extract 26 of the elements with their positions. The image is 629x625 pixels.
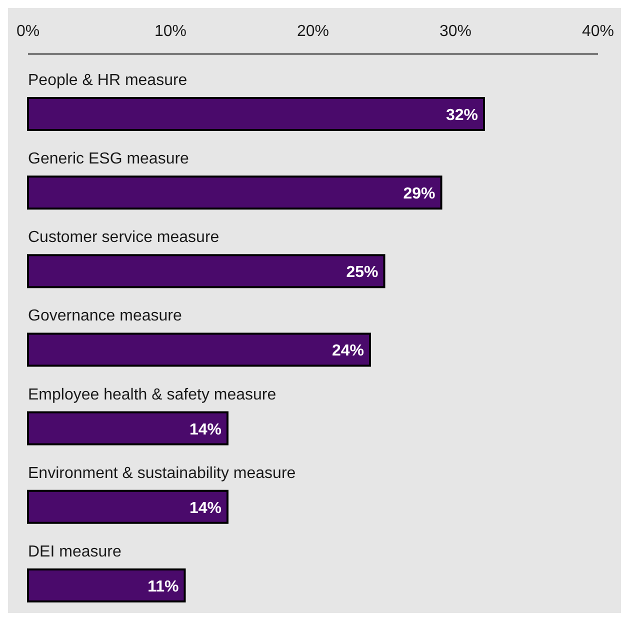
bar <box>27 490 228 524</box>
data-label: 24% <box>332 342 364 360</box>
x-tick-label: 20% <box>296 23 330 40</box>
data-label: 14% <box>189 500 222 517</box>
data-label: 25% <box>346 264 378 282</box>
y-tick-label: DEI measure <box>28 543 122 560</box>
x-tick-label: 30% <box>439 23 472 40</box>
y-tick-label: Governance measure <box>28 308 182 325</box>
data-label: 29% <box>403 186 436 203</box>
data-label: 11% <box>148 578 179 596</box>
bar <box>27 97 485 131</box>
y-tick-label: Environment & sustainability measure <box>28 464 296 482</box>
y-tick-label: Employee health & safety measure <box>28 386 276 404</box>
y-tick-label: Generic ESG measure <box>28 150 190 168</box>
bar <box>27 411 228 446</box>
x-tick-label: 10% <box>154 23 187 40</box>
y-tick-label: People & HR measure <box>28 72 188 89</box>
bar <box>27 254 386 288</box>
data-label: 14% <box>189 421 222 438</box>
bar <box>27 568 186 602</box>
bar <box>27 176 442 210</box>
data-label: 32% <box>446 107 478 124</box>
x-tick-label: 0% <box>16 23 40 40</box>
y-tick-label: Customer service measure <box>28 229 220 246</box>
bar <box>27 332 371 367</box>
x-tick-label: 40% <box>582 23 614 40</box>
